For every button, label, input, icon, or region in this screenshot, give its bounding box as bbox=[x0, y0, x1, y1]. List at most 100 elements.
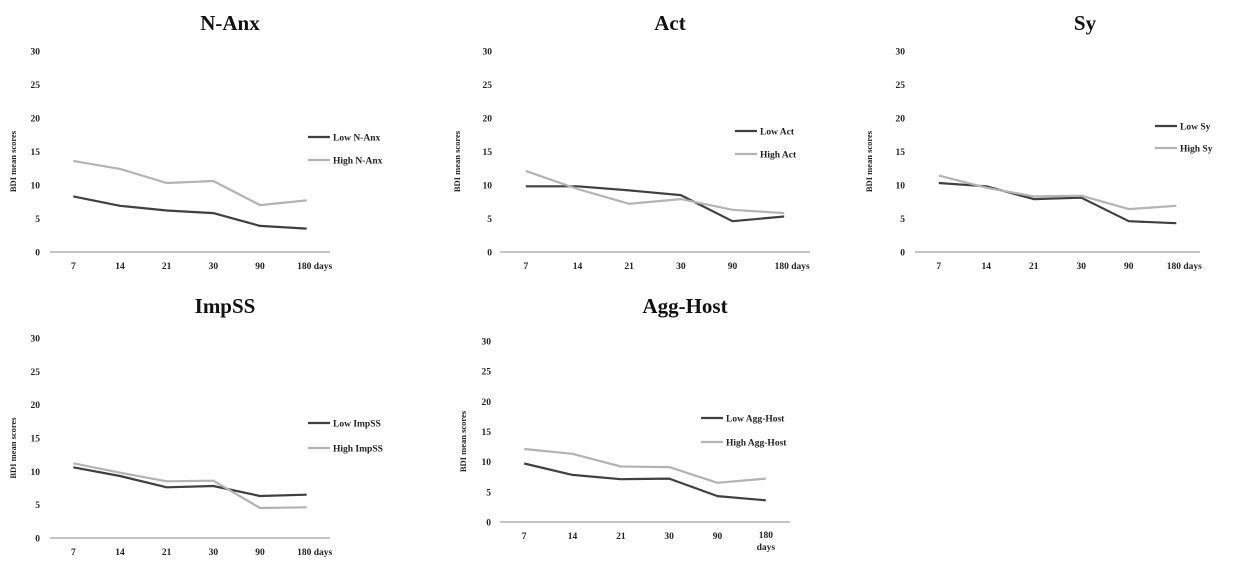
y-axis-label: BDI mean scores bbox=[8, 417, 18, 479]
x-tick-label: 90 bbox=[728, 262, 738, 272]
chart-title: Sy bbox=[1074, 11, 1097, 35]
x-tick-label: 21 bbox=[616, 532, 626, 542]
y-tick-label: 20 bbox=[31, 115, 41, 125]
y-tick-label: 10 bbox=[483, 182, 493, 192]
chart-impss: ImpSS 0 5 10 15 20 25 30 BDI mean scores 7 14 21 30 9… bbox=[8, 294, 383, 558]
x-tick-label: 21 bbox=[162, 548, 172, 558]
x-tick-label: 14 bbox=[115, 262, 125, 272]
x-tick-label: 14 bbox=[568, 532, 578, 542]
y-tick-label: 30 bbox=[482, 338, 492, 348]
y-axis-label: BDI mean scores bbox=[452, 130, 462, 192]
x-tick-label: 21 bbox=[162, 262, 172, 272]
y-tick-label: 15 bbox=[482, 428, 492, 438]
x-tick-label: 14 bbox=[115, 548, 125, 558]
legend-label: Low N-Anx bbox=[333, 134, 380, 144]
x-tick-label: 30 bbox=[1077, 262, 1087, 272]
legend-label: High Agg-Host bbox=[726, 439, 787, 449]
x-tick-label: 90 bbox=[255, 548, 265, 558]
series-line-low-act bbox=[525, 185, 785, 223]
y-tick-label: 10 bbox=[896, 182, 906, 192]
chart-agg-host: Agg-Host 0 5 10 15 20 25 30 BDI mean scores 7 14 21… bbox=[458, 294, 790, 553]
y-tick-label: 5 bbox=[487, 215, 492, 225]
x-tick-label: 14 bbox=[982, 262, 992, 272]
chart-title: Act bbox=[654, 11, 685, 35]
y-tick-label: 10 bbox=[31, 468, 41, 478]
y-tick-label: 0 bbox=[487, 249, 492, 259]
series-line-high-n-anx bbox=[73, 159, 307, 207]
x-tick-label: 21 bbox=[624, 262, 634, 272]
legend-label: High ImpSS bbox=[333, 445, 383, 455]
y-axis-label: BDI mean scores bbox=[8, 130, 18, 192]
legend-label: High N-Anx bbox=[333, 157, 383, 167]
chart-title: ImpSS bbox=[195, 294, 256, 318]
y-tick-label: 15 bbox=[483, 148, 493, 158]
x-tick-label: 90 bbox=[255, 262, 265, 272]
y-tick-label: 25 bbox=[896, 81, 906, 91]
y-tick-label: 0 bbox=[486, 519, 491, 529]
y-axis-label: BDI mean scores bbox=[864, 130, 874, 192]
y-tick-label: 25 bbox=[31, 81, 41, 91]
y-tick-label: 30 bbox=[483, 48, 493, 58]
x-tick-label: 7 bbox=[522, 532, 527, 542]
chart-sy: Sy 0 5 10 15 20 25 30 BDI mean scores 7 14 21 30 90 18… bbox=[864, 11, 1213, 272]
chart-n-anx: N-Anx 0 5 10 15 20 25 30 BDI mean scores 7 14 21 30 9… bbox=[8, 11, 383, 272]
y-tick-label: 30 bbox=[31, 48, 41, 58]
x-tick-label: 180 days bbox=[297, 262, 332, 272]
x-tick-label: 180 days bbox=[297, 548, 332, 558]
y-tick-label: 15 bbox=[31, 148, 41, 158]
x-tick-label: 180 days bbox=[775, 262, 810, 272]
y-tick-label: 20 bbox=[896, 115, 906, 125]
y-tick-label: 0 bbox=[35, 535, 40, 545]
series-line-low-n-anx bbox=[73, 195, 307, 230]
x-tick-label: days bbox=[757, 543, 776, 553]
y-tick-label: 0 bbox=[900, 249, 905, 259]
y-tick-label: 25 bbox=[483, 81, 493, 91]
chart-title: N-Anx bbox=[200, 11, 260, 35]
y-tick-label: 25 bbox=[31, 368, 41, 378]
y-tick-label: 25 bbox=[482, 368, 492, 378]
y-tick-label: 5 bbox=[486, 488, 491, 498]
x-tick-label: 7 bbox=[71, 548, 76, 558]
series-line-low-sy bbox=[938, 181, 1177, 225]
y-axis-label: BDI mean scores bbox=[458, 410, 468, 472]
x-tick-label: 30 bbox=[209, 262, 219, 272]
legend-label: Low Agg-Host bbox=[726, 415, 785, 425]
y-tick-label: 30 bbox=[31, 335, 41, 345]
y-tick-label: 10 bbox=[31, 182, 41, 192]
legend-label: Low Sy bbox=[1180, 123, 1211, 133]
x-tick-label: 7 bbox=[71, 262, 76, 272]
series-line-high-sy bbox=[938, 174, 1177, 211]
chart-title: Agg-Host bbox=[642, 294, 727, 318]
chart-panel-sy: Sy 0 5 10 15 20 25 30 BDI mean scores 7 14 21 30 90 18… bbox=[855, 0, 1238, 285]
series-line-low-impss bbox=[73, 466, 307, 498]
y-tick-label: 5 bbox=[900, 215, 905, 225]
series-line-high-impss bbox=[73, 462, 307, 510]
chart-panel-n-anx: N-Anx 0 5 10 15 20 25 30 BDI mean scores 7 14 21 30 9… bbox=[0, 0, 420, 285]
legend-label: Low Act bbox=[760, 128, 795, 138]
y-tick-label: 30 bbox=[896, 48, 906, 58]
series-line-high-act bbox=[525, 169, 785, 215]
x-tick-label: 14 bbox=[573, 262, 583, 272]
legend-label: Low ImpSS bbox=[333, 420, 381, 430]
x-tick-label: 180 days bbox=[1167, 262, 1202, 272]
series-line-high-agg-host bbox=[524, 447, 766, 484]
x-tick-label: 7 bbox=[523, 262, 528, 272]
y-tick-label: 20 bbox=[483, 115, 493, 125]
series-line-low-agg-host bbox=[523, 462, 766, 502]
chart-panel-impss: ImpSS 0 5 10 15 20 25 30 BDI mean scores 7 14 21 30 9… bbox=[0, 290, 420, 564]
x-tick-label: 21 bbox=[1029, 262, 1039, 272]
y-tick-label: 5 bbox=[35, 501, 40, 511]
y-tick-label: 10 bbox=[482, 458, 492, 468]
chart-act: Act 0 5 10 15 20 25 30 BDI mean scores 7 14 21 30 90 1… bbox=[452, 11, 810, 272]
x-tick-label: 30 bbox=[676, 262, 686, 272]
y-tick-label: 15 bbox=[31, 435, 41, 445]
y-tick-label: 0 bbox=[35, 249, 40, 259]
y-tick-label: 15 bbox=[896, 148, 906, 158]
y-tick-label: 5 bbox=[35, 215, 40, 225]
x-tick-label: 30 bbox=[209, 548, 219, 558]
x-tick-label: 90 bbox=[713, 532, 723, 542]
y-tick-label: 20 bbox=[482, 398, 492, 408]
chart-panel-act: Act 0 5 10 15 20 25 30 BDI mean scores 7 14 21 30 90 1… bbox=[440, 0, 860, 285]
x-tick-label: 30 bbox=[664, 532, 674, 542]
x-tick-label: 7 bbox=[936, 262, 941, 272]
